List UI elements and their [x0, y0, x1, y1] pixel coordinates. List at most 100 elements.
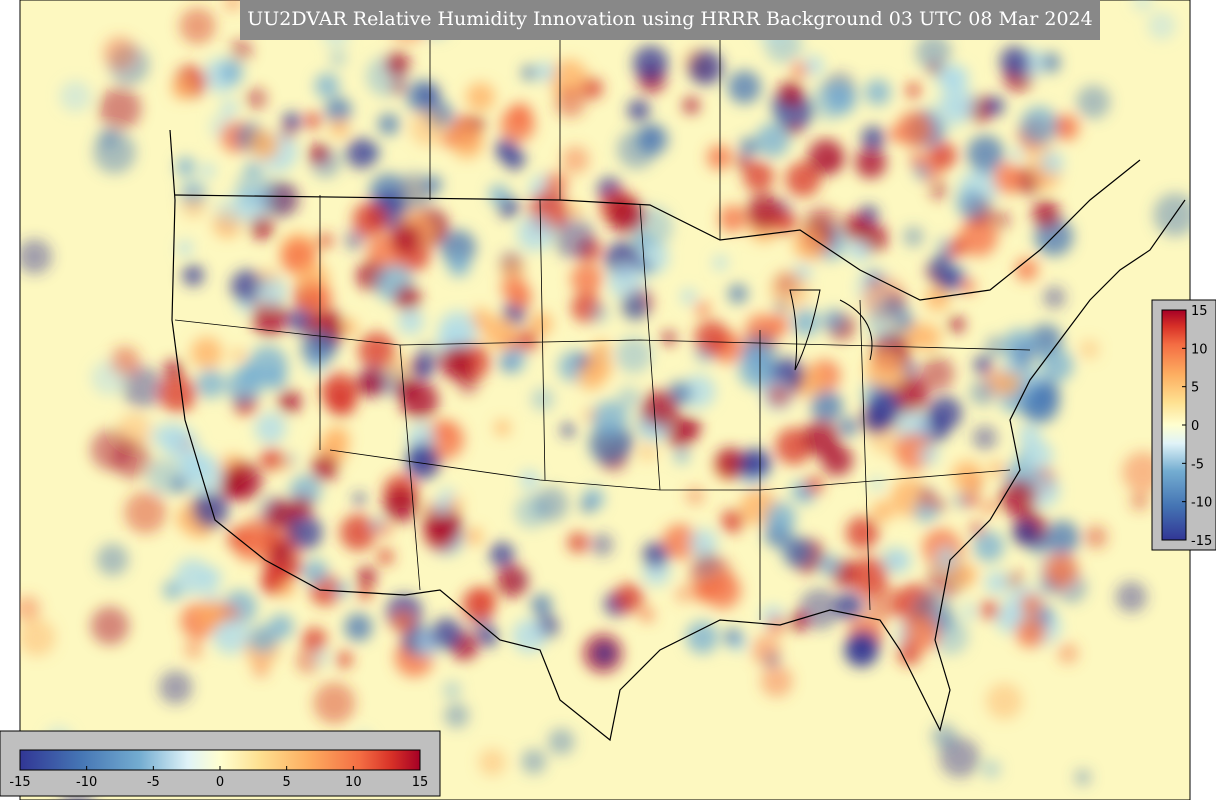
field-blob — [702, 579, 716, 593]
field-blob — [1074, 769, 1091, 786]
field-blob — [964, 492, 979, 507]
field-blob — [905, 82, 921, 98]
field-blob — [661, 331, 677, 346]
field-blob — [488, 184, 510, 206]
field-blob — [266, 499, 297, 531]
boundaries — [169, 0, 1186, 742]
field-blob — [184, 640, 204, 659]
field-blob — [970, 522, 984, 536]
field-blob — [436, 424, 452, 440]
field-blob — [782, 536, 813, 568]
field-blob — [1022, 440, 1053, 471]
field-blob — [221, 100, 238, 116]
tick-label: -5 — [1191, 457, 1204, 472]
field-blob — [822, 308, 845, 332]
field-blob — [966, 135, 1005, 173]
field-blob — [792, 308, 820, 337]
field-blob — [90, 606, 129, 645]
field-blob — [177, 240, 193, 256]
field-blob — [1010, 148, 1023, 161]
field-blob — [341, 319, 358, 336]
field-blob — [302, 627, 327, 653]
field-blob — [614, 583, 644, 613]
field-blob — [377, 548, 394, 565]
field-blob — [196, 600, 225, 630]
field-blob — [553, 217, 595, 259]
field-blob — [767, 616, 786, 635]
border — [174, 159, 1141, 301]
field-blob — [919, 445, 939, 465]
field-blob — [862, 403, 892, 434]
field-blob — [357, 370, 384, 397]
field-blob — [461, 587, 496, 622]
field-blob — [824, 82, 858, 115]
field-blob — [20, 239, 52, 274]
tick-label: -5 — [147, 775, 160, 790]
field-blob — [508, 102, 532, 127]
field-blob — [720, 509, 745, 533]
field-blob — [314, 73, 340, 99]
field-blob — [681, 288, 697, 304]
field-blob — [951, 460, 983, 492]
field-blob — [352, 201, 388, 237]
field-blob — [776, 81, 805, 109]
field-blob — [311, 454, 339, 482]
field-blob — [861, 126, 886, 151]
field-blob — [158, 670, 193, 704]
field-blob — [110, 346, 140, 376]
field-blob — [750, 635, 781, 666]
field-blob — [929, 142, 957, 170]
state-lines — [174, 195, 1031, 620]
field-blob — [313, 682, 356, 724]
tick-label: 10 — [1191, 342, 1208, 357]
field-blob — [389, 222, 421, 254]
field-blob — [430, 617, 463, 650]
field-blob — [825, 153, 844, 172]
field-blob — [789, 611, 809, 632]
field-blob — [592, 340, 610, 358]
field-blob — [570, 263, 603, 296]
field-blob — [704, 572, 741, 609]
field-blob — [588, 355, 613, 380]
field-blob — [484, 317, 517, 350]
great-lakes — [789, 289, 873, 371]
field-blob — [902, 362, 917, 376]
field-blob — [219, 60, 244, 85]
field-blob — [305, 284, 333, 312]
field-blob — [1115, 581, 1147, 613]
field-blob — [728, 284, 748, 304]
field-blob — [377, 113, 400, 136]
field-blob — [818, 554, 840, 576]
field-blob — [248, 345, 288, 386]
field-blob — [212, 617, 249, 655]
field-blob — [447, 254, 471, 278]
field-blob — [937, 238, 951, 251]
field-blob — [1044, 553, 1078, 587]
field-blob — [589, 303, 609, 324]
field-blob — [346, 138, 377, 169]
field-blob — [981, 759, 1001, 779]
field-blob — [444, 703, 469, 728]
field-blob — [1000, 479, 1037, 517]
field-blob — [793, 227, 827, 261]
field-blob — [390, 78, 407, 95]
field-blob — [1043, 286, 1066, 309]
field-blob — [948, 316, 965, 333]
field-blob — [1057, 643, 1079, 664]
field-blob — [689, 528, 718, 557]
field-blob — [174, 507, 197, 531]
field-blob — [608, 263, 644, 300]
field-blob — [391, 610, 414, 634]
field-blob — [686, 621, 719, 654]
field-blob — [982, 500, 996, 514]
field-blob — [201, 163, 215, 178]
field-blob — [802, 419, 840, 457]
field-blob — [810, 390, 843, 422]
field-blob — [245, 87, 268, 110]
field-blob — [353, 492, 366, 505]
tick-label: 15 — [412, 775, 429, 790]
field-blob — [302, 559, 329, 585]
field-blob — [277, 389, 302, 414]
field-blob — [182, 264, 204, 287]
field-blob — [727, 70, 762, 104]
